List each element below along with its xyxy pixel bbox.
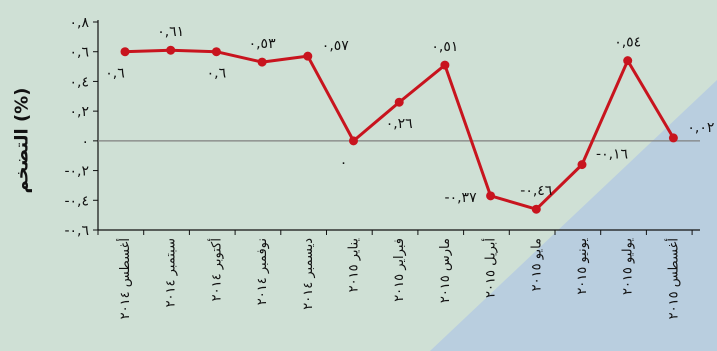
data-label: ٠,٥٣ [249, 36, 276, 52]
x-tick-label: ديسمبر ٢٠١٤ [301, 238, 316, 310]
y-tick-label: ٠,٤ [70, 74, 90, 90]
data-label: ٠ [340, 155, 348, 171]
x-tick-label: نوفمبر ٢٠١٤ [255, 238, 270, 305]
data-point [166, 45, 176, 55]
data-point [394, 97, 404, 107]
x-tick-label: أغسطس ٢٠١٥ [664, 238, 681, 319]
data-point [440, 60, 450, 70]
x-tick-label: يوليو ٢٠١٥ [621, 238, 636, 295]
data-label: ٠,٠٢ [687, 120, 714, 136]
data-label: ٠,٥٤ [614, 35, 641, 51]
data-label: -٠,٣٧ [445, 190, 478, 206]
y-tick-label: -٠,٦ [64, 223, 89, 239]
data-point [303, 51, 313, 61]
x-tick-label: يناير ٢٠١٥ [347, 238, 362, 293]
data-point [349, 136, 358, 146]
data-point [577, 160, 587, 170]
data-point [668, 133, 678, 143]
data-label: ٠,٦١ [157, 24, 184, 40]
data-point [257, 57, 267, 67]
data-label: -٠,٤٦ [520, 183, 552, 199]
y-tick-label: -٠,٢ [64, 164, 89, 180]
y-tick-label: ٠,٢ [70, 104, 90, 120]
x-tick-label: فبراير ٢٠١٥ [392, 238, 407, 302]
x-tick-label: يونيو ٢٠١٥ [575, 238, 590, 295]
x-tick-label: سبتمبر ٢٠١٤ [164, 238, 179, 307]
x-tick-label: أكتوبر ٢٠١٤ [207, 238, 224, 301]
data-point [211, 47, 221, 57]
data-point [623, 56, 633, 66]
x-tick-label: أبريل ٢٠١٥ [482, 238, 499, 298]
data-label: ٠,٥٧ [322, 38, 349, 54]
x-tick-label: أغسطس ٢٠١٤ [116, 238, 133, 319]
y-tick-label: ٠,٦ [70, 45, 90, 61]
data-label: -٠,١٦ [596, 147, 628, 163]
data-label: ٠,٦ [105, 66, 125, 82]
y-tick-label: ٠ [81, 134, 89, 150]
data-label: ٠,٢٦ [386, 116, 413, 132]
data-label: ٠,٥١ [431, 39, 458, 55]
y-tick-label: -٠,٤ [64, 193, 89, 209]
data-label: ٠,٦ [207, 66, 227, 82]
data-point [531, 204, 541, 214]
x-tick-label: مايو ٢٠١٥ [529, 238, 544, 291]
data-point [120, 47, 130, 57]
data-point [486, 191, 496, 201]
x-tick-label: مارس ٢٠١٥ [438, 238, 453, 303]
y-tick-label: ٠,٨ [70, 15, 90, 31]
